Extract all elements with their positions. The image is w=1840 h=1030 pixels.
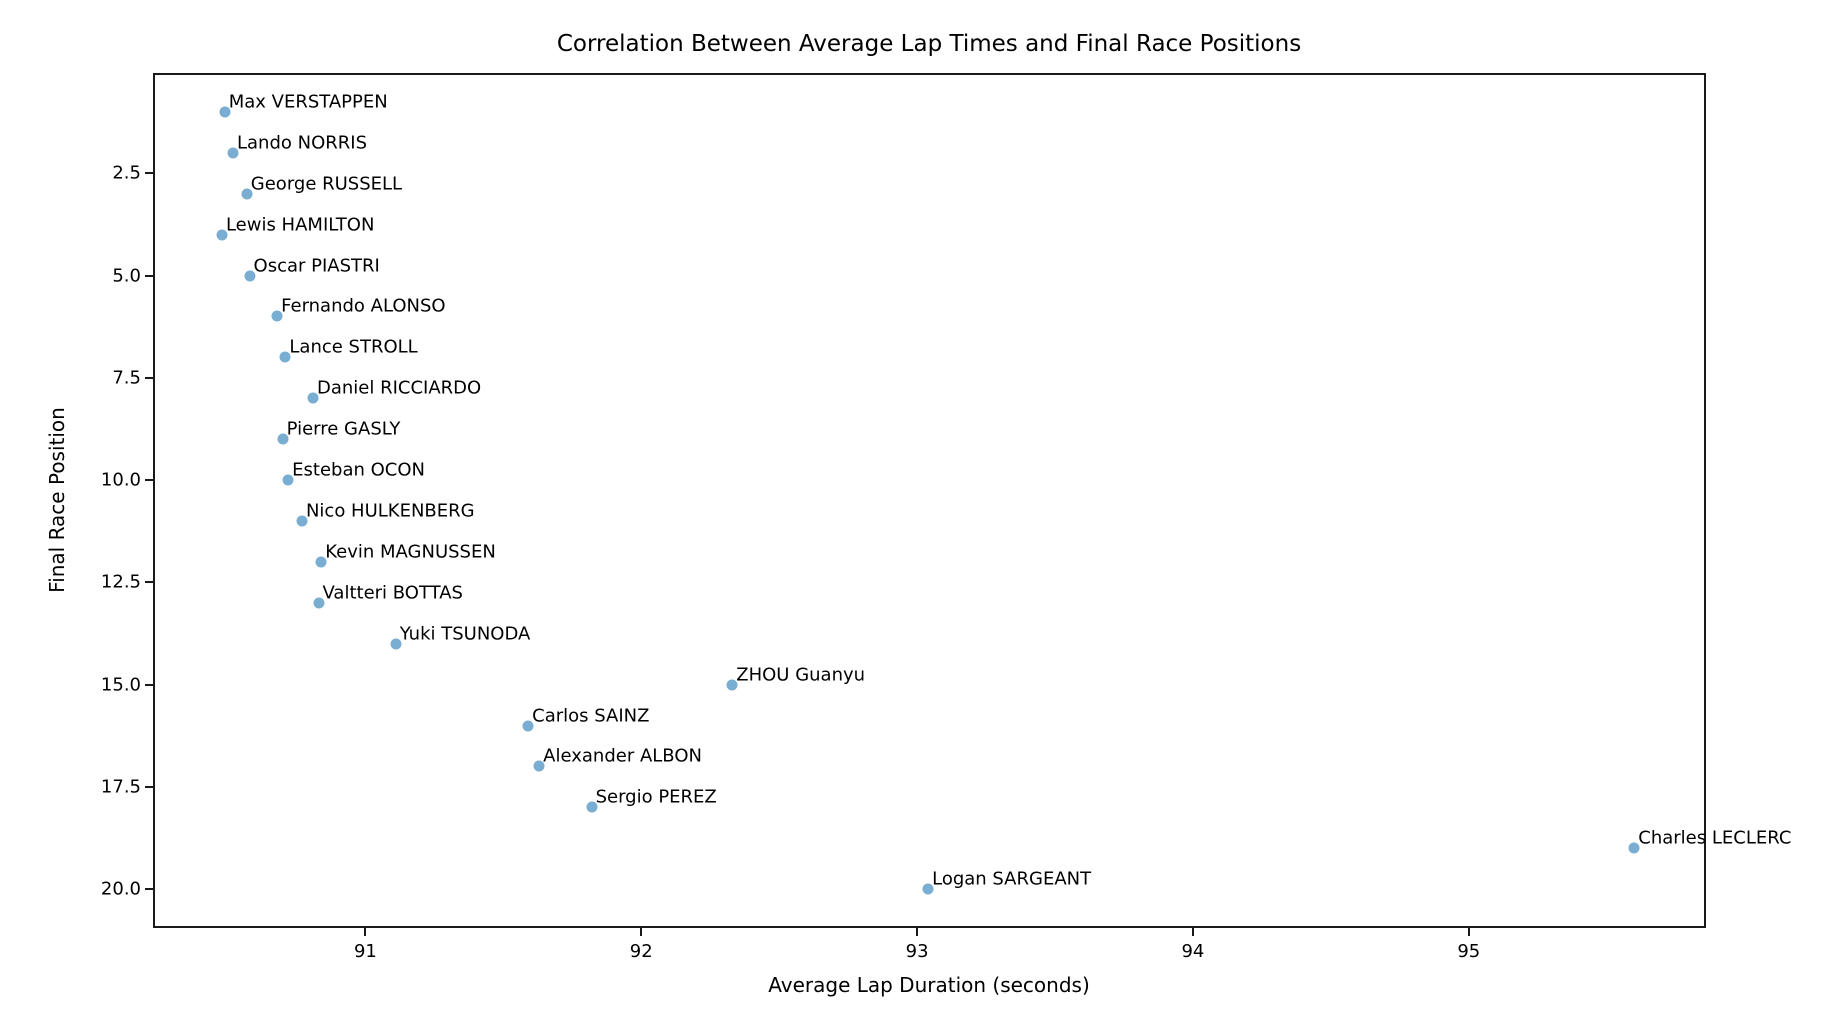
- point-label: Sergio PEREZ: [595, 786, 717, 808]
- y-tick-label: 2.5: [112, 162, 141, 184]
- scatter-point: [922, 883, 934, 895]
- point-label: Esteban OCON: [292, 459, 425, 481]
- scatter-point: [244, 270, 256, 281]
- point-label: Fernando ALONSO: [281, 295, 446, 317]
- x-axis-label: Average Lap Duration (seconds): [768, 973, 1090, 997]
- x-tick-label: 95: [1457, 941, 1481, 962]
- point-label: Carlos SAINZ: [532, 705, 650, 726]
- x-tick-mark: [640, 928, 643, 936]
- scatter-point: [241, 188, 253, 200]
- scatter-point: [313, 597, 324, 609]
- y-tick-mark: [145, 274, 153, 277]
- x-tick-mark: [1191, 928, 1194, 936]
- point-label: ZHOU Guanyu: [736, 664, 866, 686]
- y-tick-label: 15.0: [100, 674, 141, 696]
- scatter-point: [219, 106, 231, 118]
- y-tick-mark: [145, 888, 153, 891]
- x-tick-label: 91: [353, 941, 377, 962]
- scatter-point: [1628, 842, 1640, 854]
- x-tick-label: 92: [629, 941, 653, 962]
- point-label: Charles LECLERC: [1638, 827, 1792, 849]
- point-label: Nico HULKENBERG: [305, 500, 475, 522]
- plot-area: [153, 73, 1706, 928]
- y-tick-label: 10.0: [100, 469, 141, 491]
- scatter-point: [522, 720, 534, 731]
- y-tick-mark: [145, 785, 153, 788]
- scatter-point: [315, 556, 327, 568]
- scatter-point: [279, 351, 291, 363]
- scatter-point: [307, 392, 319, 404]
- point-label: Oscar PIASTRI: [253, 255, 380, 276]
- y-tick-mark: [145, 172, 153, 175]
- y-tick-mark: [145, 581, 153, 584]
- y-tick-label: 17.5: [100, 776, 141, 798]
- chart-title: Correlation Between Average Lap Times an…: [556, 31, 1302, 57]
- point-label: Pierre GASLY: [286, 418, 401, 440]
- point-label: Lando NORRIS: [236, 132, 367, 154]
- x-tick-label: 93: [905, 941, 929, 962]
- scatter-point: [227, 147, 239, 159]
- point-label: Yuki TSUNODA: [399, 623, 531, 645]
- y-axis-label: Final Race Position: [45, 407, 69, 593]
- point-label: Lewis HAMILTON: [225, 214, 375, 236]
- point-label: Daniel RICCIARDO: [316, 377, 482, 399]
- scatter-point: [271, 310, 283, 322]
- scatter-point: [533, 760, 545, 772]
- y-tick-label: 5.0: [112, 265, 141, 286]
- point-label: Logan SARGEANT: [932, 868, 1092, 890]
- y-tick-label: 20.0: [100, 878, 141, 900]
- scatter-point: [390, 638, 402, 650]
- scatter-point: [586, 801, 598, 813]
- scatter-point: [277, 433, 289, 445]
- y-tick-mark: [145, 479, 153, 482]
- x-tick-mark: [1467, 928, 1470, 936]
- scatter-point: [282, 474, 294, 486]
- scatter-point: [726, 679, 738, 691]
- point-label: Kevin MAGNUSSEN: [325, 541, 496, 563]
- y-tick-label: 12.5: [100, 571, 141, 593]
- scatter-point: [216, 229, 228, 241]
- scatter-point: [296, 515, 308, 527]
- point-label: Lance STROLL: [289, 336, 418, 358]
- y-tick-label: 7.5: [112, 367, 141, 389]
- point-label: Valtteri BOTTAS: [322, 582, 463, 604]
- point-label: George RUSSELL: [250, 173, 403, 195]
- x-tick-mark: [364, 928, 367, 936]
- x-tick-label: 94: [1181, 941, 1205, 962]
- point-label: Max VERSTAPPEN: [228, 91, 388, 113]
- point-label: Alexander ALBON: [543, 745, 702, 767]
- y-tick-mark: [145, 683, 153, 686]
- y-tick-mark: [145, 376, 153, 379]
- x-tick-mark: [916, 928, 919, 936]
